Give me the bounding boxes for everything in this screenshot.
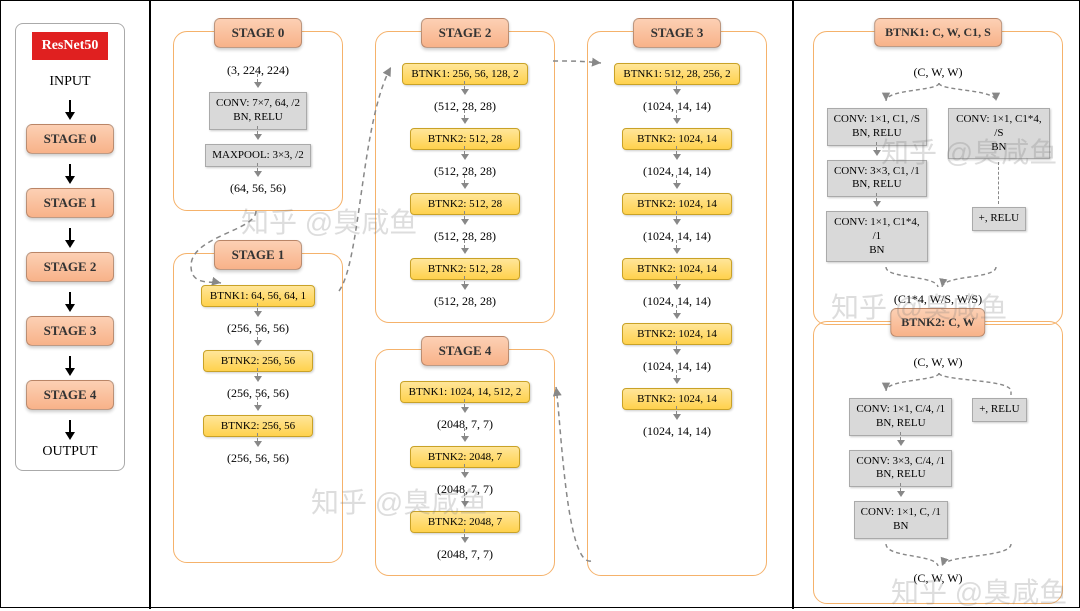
label-input: INPUT <box>49 74 90 90</box>
arrow-icon <box>673 89 681 95</box>
arrow-icon <box>873 150 881 156</box>
arrow-icon <box>65 368 75 376</box>
arrow-icon <box>673 313 681 319</box>
btnk2-panel: BTNK2: C, W (C, W, W) CONV: 1×1, C/4, /1… <box>813 321 1063 604</box>
stage-pill: STAGE 3 <box>26 316 114 346</box>
btnk1-left-branch: CONV: 1×1, C1, /SBN, RELU CONV: 3×3, C1,… <box>826 105 928 265</box>
arrow-icon <box>65 432 75 440</box>
arrow-icon <box>461 436 469 442</box>
arrow-icon <box>65 240 75 248</box>
btnk1-right-branch: CONV: 1×1, C1*4, /SBN +, RELU <box>948 105 1050 234</box>
stage-pill: STAGE 2 <box>26 252 114 282</box>
stage-pill: STAGE 4 <box>26 380 114 410</box>
arrow-icon <box>673 248 681 254</box>
arrow-icon <box>254 405 262 411</box>
stage-pill: STAGE 1 <box>26 188 114 218</box>
arrow-icon <box>873 201 881 207</box>
arrow-icon <box>673 154 681 160</box>
btnk2-in-shape: (C, W, W) <box>826 355 1050 370</box>
arrow-icon <box>461 219 469 225</box>
stage-3-panel: STAGE 3 BTNK1: 512, 28, 256, 2(1024, 14,… <box>587 31 767 576</box>
arrow-icon <box>254 311 262 317</box>
arrow-icon <box>673 284 681 290</box>
arrow-icon <box>673 183 681 189</box>
diagram-canvas: ResNet50 INPUT STAGE 0 STAGE 1 STAGE 2 S… <box>0 0 1080 608</box>
conv-block: CONV: 1×1, C/4, /1BN, RELU <box>849 398 952 436</box>
btnk2-title: BTNK2: C, W <box>890 308 985 337</box>
btnk2-left-branch: CONV: 1×1, C/4, /1BN, RELU CONV: 3×3, C/… <box>849 395 952 542</box>
arrow-icon <box>673 219 681 225</box>
stage-title: STAGE 2 <box>421 18 509 48</box>
arrow-icon <box>461 154 469 160</box>
btnk1-title: BTNK1: C, W, C1, S <box>874 18 1002 47</box>
arrow-icon <box>254 82 262 88</box>
arrow-icon <box>65 176 75 184</box>
btnk2-right-branch: +, RELU <box>972 395 1026 425</box>
stage-1-panel: STAGE 1 BTNK1: 64, 56, 64, 1(256, 56, 56… <box>173 253 343 563</box>
arrow-icon <box>673 349 681 355</box>
arrow-icon <box>254 441 262 447</box>
arrow-icon <box>65 112 75 120</box>
arrow-icon <box>897 491 905 497</box>
stage-title: STAGE 1 <box>214 240 302 270</box>
tensor-shape: (256, 56, 56) <box>227 451 289 466</box>
op-block: CONV: 7×7, 64, /2BN, RELU <box>209 92 307 130</box>
arrow-icon <box>254 134 262 140</box>
tensor-shape: (2048, 7, 7) <box>437 547 493 562</box>
divider-2 <box>792 1 794 609</box>
stage-title: STAGE 3 <box>633 18 721 48</box>
conv-block: CONV: 1×1, C1*4, /1BN <box>826 211 928 262</box>
conv-block: CONV: 3×3, C1, /1BN, RELU <box>827 160 927 198</box>
arrow-icon <box>254 376 262 382</box>
arrow-icon <box>461 472 469 478</box>
arrow-icon <box>461 118 469 124</box>
btnk2-out-shape: (C, W, W) <box>826 571 1050 586</box>
conv-block: CONV: 1×1, C1*4, /SBN <box>948 108 1050 159</box>
arrow-icon <box>673 118 681 124</box>
arrow-icon <box>461 248 469 254</box>
stage-0-panel: STAGE 0 (3, 224, 224)CONV: 7×7, 64, /2BN… <box>173 31 343 211</box>
arrow-icon <box>254 340 262 346</box>
conv-block: CONV: 3×3, C/4, /1BN, RELU <box>849 450 952 488</box>
tensor-shape: (1024, 14, 14) <box>643 424 711 439</box>
btnk1-panel: BTNK1: C, W, C1, S (C, W, W) CONV: 1×1, … <box>813 31 1063 325</box>
overview-sidebar: ResNet50 INPUT STAGE 0 STAGE 1 STAGE 2 S… <box>15 23 125 471</box>
btnk1-in-shape: (C, W, W) <box>826 65 1050 80</box>
tensor-shape: (512, 28, 28) <box>434 294 496 309</box>
stage-pill: STAGE 0 <box>26 124 114 154</box>
merge-block: +, RELU <box>972 398 1026 422</box>
arrow-icon <box>897 440 905 446</box>
btnk1-out-shape: (C1*4, W/S, W/S) <box>826 292 1050 307</box>
stage-title: STAGE 0 <box>214 18 302 48</box>
arrow-icon <box>461 284 469 290</box>
merge-block: +, RELU <box>972 207 1026 231</box>
resnet-badge: ResNet50 <box>32 32 109 60</box>
divider-1 <box>149 1 151 609</box>
tensor-shape: (64, 56, 56) <box>230 181 286 196</box>
arrow-icon <box>254 171 262 177</box>
arrow-icon <box>461 537 469 543</box>
arrow-icon <box>461 501 469 507</box>
stage-title: STAGE 4 <box>421 336 509 366</box>
arrow-icon <box>461 183 469 189</box>
stage-2-panel: STAGE 2 BTNK1: 256, 56, 128, 2(512, 28, … <box>375 31 555 323</box>
arrow-icon <box>65 304 75 312</box>
label-output: OUTPUT <box>42 444 97 460</box>
arrow-icon <box>461 89 469 95</box>
arrow-icon <box>673 414 681 420</box>
arrow-icon <box>461 407 469 413</box>
conv-block: CONV: 1×1, C, /1BN <box>854 501 948 539</box>
stage-4-panel: STAGE 4 BTNK1: 1024, 14, 512, 2(2048, 7,… <box>375 349 555 576</box>
conv-block: CONV: 1×1, C1, /SBN, RELU <box>827 108 927 146</box>
arrow-icon <box>673 378 681 384</box>
